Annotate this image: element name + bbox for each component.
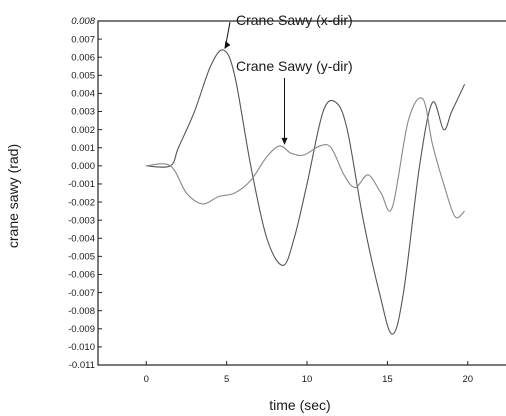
x-tick-label: 20 <box>463 374 474 385</box>
y-tick-label: -0.001 <box>68 179 95 190</box>
y-tick-label: 0.005 <box>71 71 95 82</box>
annotation-arrowhead <box>281 137 288 145</box>
y-tick-label: -0.005 <box>68 252 95 263</box>
x-axis-ticks: 0 5 10 15 20 <box>144 361 474 385</box>
plot-frame <box>97 20 506 366</box>
y-tick-label: 0.006 <box>71 52 95 63</box>
y-tick-label: 0.003 <box>71 107 95 118</box>
y-tick-label: 0.007 <box>71 34 95 45</box>
y-tick-label: -0.008 <box>68 306 95 317</box>
y-tick-label: 0.002 <box>71 125 95 136</box>
y-tick-label: -0.007 <box>68 288 95 299</box>
y-tick-label: 0.004 <box>71 89 95 100</box>
y-tick-label: -0.011 <box>69 360 95 371</box>
x-tick-label: 15 <box>382 374 393 385</box>
annotation-layer: Crane Sawy (x-dir) Crane Sawy (y-dir) <box>224 12 353 145</box>
series-x-dir-line <box>146 49 466 335</box>
x-tick-label: 5 <box>224 374 229 385</box>
annotation-label: Crane Sawy (x-dir) <box>236 12 353 28</box>
y-tick-label: -0.009 <box>68 324 95 335</box>
y-axis-title: crane sawy (rad) <box>5 144 21 248</box>
series-y-dir-line <box>146 97 465 219</box>
y-tick-label: -0.003 <box>68 215 95 226</box>
y-tick-label: -0.010 <box>68 342 95 353</box>
y-tick-label: 0.001 <box>71 143 95 154</box>
x-axis-title: time (sec) <box>269 397 330 413</box>
y-tick-label: -0.002 <box>68 197 95 208</box>
y-tick-label: -0.004 <box>68 233 95 244</box>
y-tick-label: 0.008 <box>71 16 95 27</box>
annotation-arrowhead <box>224 40 231 49</box>
y-axis-ticks: 0.008 0.007 0.006 0.005 0.004 0.003 0.002 0.001… <box>68 16 102 371</box>
y-tick-label: -0.006 <box>68 270 95 281</box>
y-tick-label: 0.000 <box>71 161 95 172</box>
x-tick-label: 0 <box>144 374 149 385</box>
series-layer <box>146 49 466 335</box>
annotation-label: Crane Sawy (y-dir) <box>236 58 353 74</box>
x-tick-label: 10 <box>302 374 313 385</box>
